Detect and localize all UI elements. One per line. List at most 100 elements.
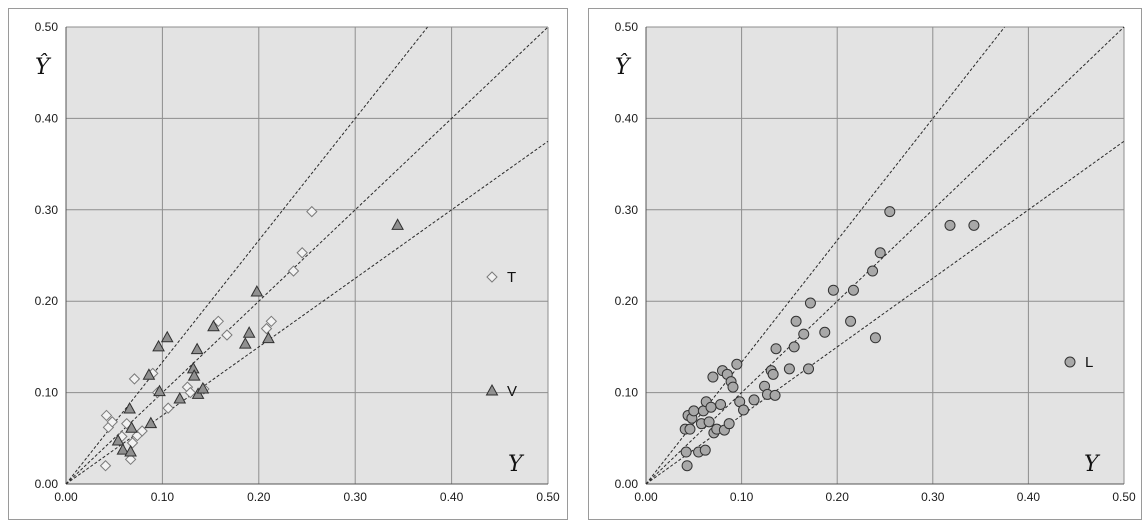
data-point-v <box>173 391 187 404</box>
data-point-l <box>738 404 750 416</box>
data-point-l <box>707 371 719 383</box>
data-point-l <box>681 460 693 472</box>
data-point-l <box>819 326 831 338</box>
reference-line <box>645 26 1125 485</box>
x-tick-label: 0.20 <box>247 490 271 504</box>
data-point-v <box>238 337 252 349</box>
data-point-l <box>874 247 886 259</box>
data-point-v <box>142 368 156 380</box>
chart-panel-l: 0.00 0.10 0.20 0.30 0.40 0.50 0.00 0.10 0.20 0.30… <box>580 0 1148 526</box>
data-point-l <box>845 315 857 327</box>
data-point-l <box>727 381 739 393</box>
data-point-t <box>221 329 233 341</box>
data-point-l <box>748 394 760 406</box>
y-tick-label: 0.10 <box>35 386 59 400</box>
x-tick-label: 0.20 <box>826 490 850 504</box>
y-tick-label: 0.30 <box>615 203 639 217</box>
data-point-v <box>144 416 158 429</box>
data-point-l <box>723 418 735 430</box>
data-point-v <box>262 331 275 344</box>
data-point-v <box>116 443 130 455</box>
data-point-t <box>162 402 174 414</box>
legend-marker-l <box>1064 356 1076 368</box>
data-point-t <box>212 315 225 328</box>
data-point-v <box>242 326 256 338</box>
data-point-v <box>250 285 264 297</box>
data-point-v <box>160 330 174 343</box>
y-tick-label: 0.20 <box>35 294 59 308</box>
x-tick-label: 0.40 <box>440 490 464 504</box>
data-point-l <box>827 284 839 296</box>
data-point-l <box>847 284 859 296</box>
data-point-t <box>128 373 141 385</box>
data-point-v <box>391 218 404 230</box>
chart-panel-t-v: 0.00 0.10 0.20 0.30 0.40 0.50 0.00 0.10 0.20 0.30… <box>8 8 568 520</box>
data-point-l <box>699 444 711 456</box>
x-tick-label: 0.50 <box>1112 490 1136 504</box>
data-point-v <box>153 384 166 397</box>
data-point-t <box>99 460 112 472</box>
y-tick-label: 0.20 <box>615 294 639 308</box>
data-point-l <box>884 206 896 218</box>
x-axis-title: Y <box>508 452 525 477</box>
data-point-t <box>287 265 300 277</box>
x-tick-label: 0.10 <box>151 490 175 504</box>
data-point-t <box>260 322 273 335</box>
x-axis-title: Y <box>1084 452 1101 477</box>
data-point-l <box>788 341 800 353</box>
y-tick-label: 0.50 <box>35 20 59 34</box>
data-point-v <box>123 402 136 414</box>
data-point-l <box>680 446 692 458</box>
x-tick-label: 0.10 <box>730 490 754 504</box>
x-tick-label: 0.30 <box>344 490 368 504</box>
y-tick-label: 0.40 <box>35 111 59 125</box>
chart-frame <box>588 8 1142 520</box>
legend-marker-v <box>485 383 499 396</box>
data-point-v <box>187 369 201 381</box>
y-tick-label: 0.00 <box>615 477 639 491</box>
y-tick-label: 0.30 <box>35 203 59 217</box>
data-point-l <box>703 416 715 428</box>
x-tick-label: 0.50 <box>536 490 560 504</box>
y-tick-label: 0.10 <box>615 386 639 400</box>
data-point-l <box>715 398 727 410</box>
y-axis-title: Ŷ <box>615 53 632 80</box>
data-point-v <box>125 421 138 433</box>
data-point-t <box>100 409 113 422</box>
data-point-t <box>265 315 278 328</box>
reference-line <box>645 140 1125 485</box>
data-point-l <box>769 389 781 401</box>
data-point-t <box>124 453 137 466</box>
data-point-l <box>731 358 743 370</box>
data-point-v <box>124 444 137 457</box>
reference-line <box>65 26 549 485</box>
data-point-l <box>684 423 696 435</box>
scatter-chart-t-v: 0.00 0.10 0.20 0.30 0.40 0.50 0.00 0.10 0.20 0.30… <box>35 20 560 504</box>
data-point-l <box>798 328 810 340</box>
data-point-t <box>184 386 197 399</box>
data-point-l <box>867 265 879 277</box>
data-point-v <box>111 434 125 446</box>
data-point-l <box>688 405 700 417</box>
data-point-l <box>968 219 980 231</box>
y-tick-label: 0.50 <box>615 20 639 34</box>
data-point-l <box>944 219 956 231</box>
legend-label-t: T <box>507 269 516 286</box>
chart-frame <box>8 8 568 520</box>
x-tick-label: 0.00 <box>634 490 658 504</box>
x-tick-label: 0.40 <box>1017 490 1041 504</box>
legend-label-v: V <box>507 383 517 400</box>
data-point-t <box>306 205 318 218</box>
legend-marker-t <box>486 271 498 283</box>
data-point-l <box>705 401 717 413</box>
reference-line <box>65 26 428 485</box>
y-axis-title: Ŷ <box>35 53 52 80</box>
data-point-v <box>207 319 220 332</box>
x-tick-label: 0.30 <box>921 490 945 504</box>
data-point-v <box>190 342 204 355</box>
data-point-v <box>152 339 165 352</box>
data-point-l <box>783 363 795 375</box>
scatter-chart-l: 0.00 0.10 0.20 0.30 0.40 0.50 0.00 0.10 0.20 0.30… <box>615 20 1136 504</box>
y-tick-label: 0.40 <box>615 111 639 125</box>
data-point-l <box>767 368 779 380</box>
